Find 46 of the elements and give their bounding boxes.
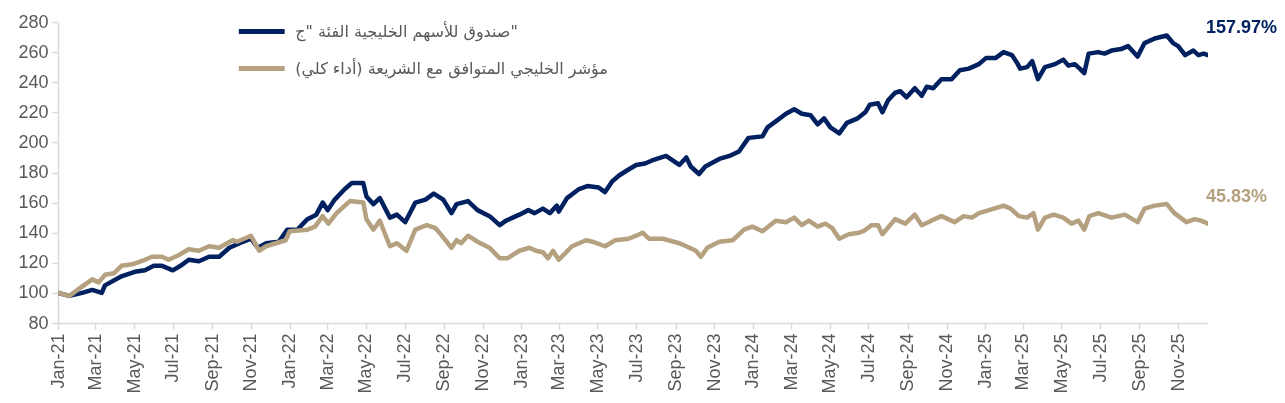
y-tick-label: 160 <box>18 192 49 213</box>
x-tick-label: Jul-24 <box>857 333 878 383</box>
x-tick-label: Mar-24 <box>780 333 801 391</box>
y-tick-label: 120 <box>18 252 49 273</box>
y-tick-label: 140 <box>18 222 49 243</box>
y-tick-label: 180 <box>18 162 49 182</box>
x-tick-label: Mar-23 <box>548 333 569 391</box>
x-tick-label: Jul-23 <box>625 333 646 383</box>
x-tick-label: May-22 <box>355 333 376 394</box>
x-tick-label: Jan-25 <box>974 333 995 389</box>
legend-label: مؤشر الخليجي المتوافق مع الشريعة (أداء كلي) <box>295 57 608 79</box>
x-tick-label: Nov-22 <box>472 333 493 392</box>
y-tick-label: 280 <box>18 11 49 32</box>
y-tick-label: 100 <box>18 282 49 303</box>
x-tick-label: Nov-21 <box>240 333 261 392</box>
x-tick-label: Nov-25 <box>1167 333 1188 392</box>
x-tick-label: Sep-21 <box>201 333 222 392</box>
x-tick-label: Jan-22 <box>279 333 300 389</box>
y-tick-label: 240 <box>18 71 49 92</box>
x-tick-label: Jan-23 <box>510 333 531 389</box>
x-tick-label: Sep-25 <box>1128 333 1149 392</box>
x-tick-label: Jul-21 <box>162 333 183 383</box>
x-tick-label: May-23 <box>586 333 607 394</box>
line-series <box>58 198 1208 299</box>
x-tick-label: Mar-22 <box>316 333 337 391</box>
x-tick-label: Jan-24 <box>742 333 763 389</box>
x-tick-label: Jan-21 <box>47 333 68 389</box>
x-tick-label: May-21 <box>123 333 144 394</box>
x-tick-label: Sep-22 <box>433 333 454 392</box>
x-tick-label: May-25 <box>1050 333 1071 394</box>
annotation: 45.83% <box>1206 185 1268 206</box>
x-tick-label: May-24 <box>819 333 840 394</box>
legend-label: صندوق للأسهم الخليجية الفئة "ج" <box>295 20 518 42</box>
x-tick-label: Nov-23 <box>703 333 724 392</box>
x-tick-label: Nov-24 <box>936 333 957 392</box>
x-tick-label: Mar-25 <box>1012 333 1033 391</box>
x-tick-label: Sep-24 <box>897 333 918 392</box>
y-tick-label: 200 <box>18 131 49 152</box>
x-tick-label: Jul-25 <box>1089 333 1110 383</box>
x-tick-label: Mar-21 <box>84 333 105 391</box>
x-tick-label: Jul-22 <box>394 333 415 383</box>
annotation: 157.97% <box>1206 17 1278 38</box>
x-tick-label: Sep-23 <box>665 333 686 392</box>
y-tick-label: 220 <box>18 101 49 122</box>
y-tick-label: 80 <box>28 312 49 333</box>
y-tick-label: 260 <box>18 41 49 62</box>
